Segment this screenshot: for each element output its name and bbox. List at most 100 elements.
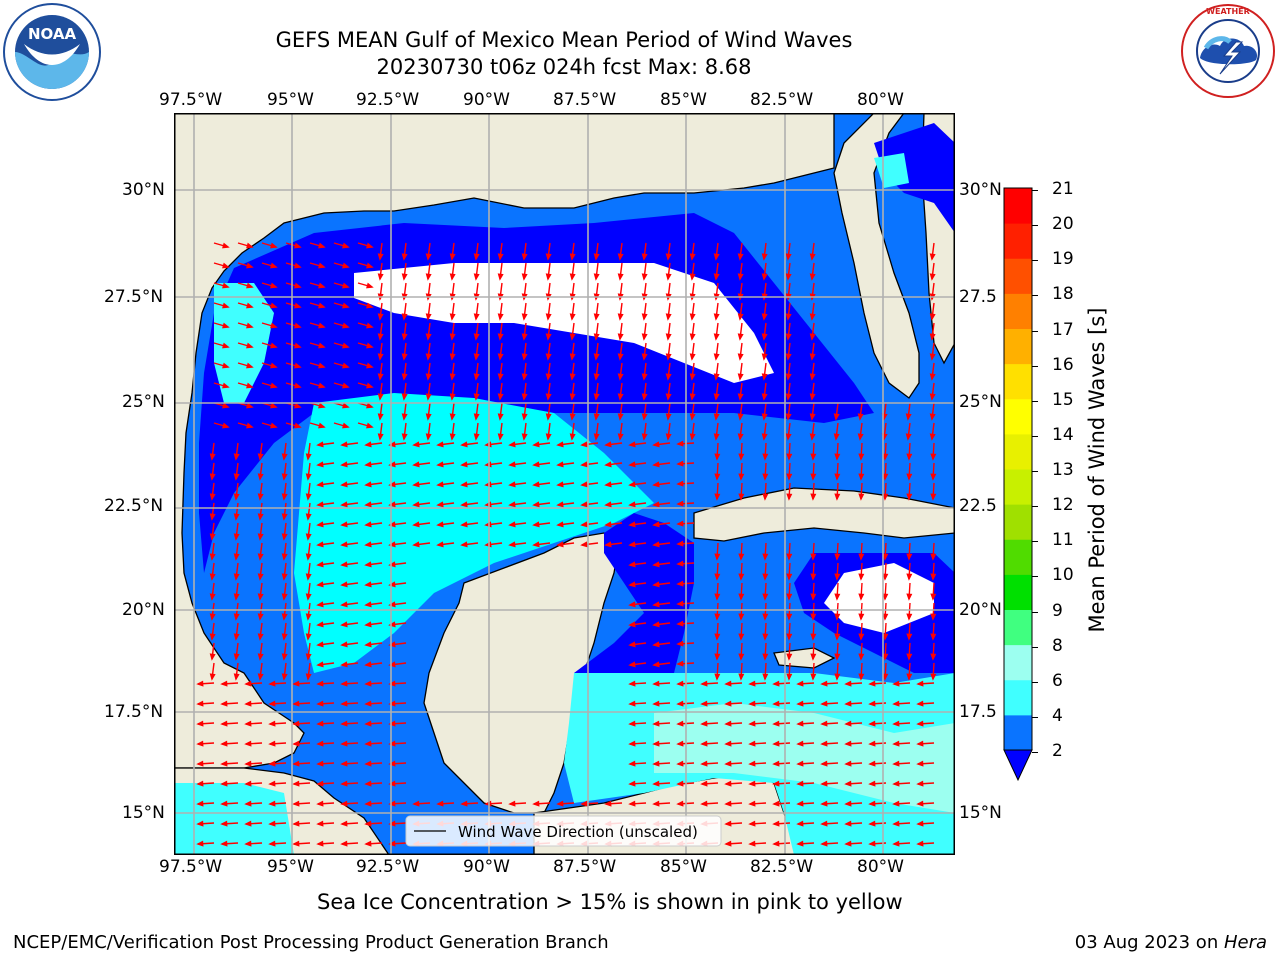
wind-wave-arrowhead [786, 473, 793, 481]
wind-wave-arrowhead [652, 461, 660, 468]
wind-wave-arrowhead [340, 720, 348, 727]
wind-wave-arrowhead [906, 453, 913, 461]
wind-wave-arrowhead [676, 640, 684, 647]
wind-wave-arrowhead [305, 573, 312, 581]
wind-wave-arrowhead [556, 800, 564, 807]
colorbar-tick-mark [1032, 752, 1038, 753]
wind-wave-arrowhead [905, 433, 912, 441]
wind-wave-arrowhead [665, 393, 672, 401]
lon-label-top: 82.5°W [750, 90, 814, 110]
wind-wave-arrowhead [292, 800, 300, 807]
wind-wave-arrowhead [340, 800, 348, 807]
wind-wave-arrowhead [868, 720, 876, 727]
wind-wave-arrowhead [858, 493, 865, 501]
wind-wave-arrowhead [604, 800, 612, 807]
wind-wave-arrowhead [244, 720, 252, 727]
wind-wave-arrowhead [593, 433, 600, 441]
wind-wave-arrowhead [244, 700, 252, 707]
wind-wave-arrowhead [844, 800, 852, 807]
wind-wave-arrowhead [196, 720, 204, 727]
wind-wave-arrowhead [929, 433, 936, 441]
wind-wave-arrowhead [222, 402, 230, 409]
wind-wave-arrowhead [906, 593, 913, 601]
wind-wave-arrowhead [714, 613, 721, 621]
wind-wave-arrowhead [342, 262, 350, 269]
land-florida [833, 113, 920, 399]
wind-wave-arrowhead [916, 760, 924, 767]
wind-wave-arrowhead [449, 433, 456, 441]
colorbar-tick-mark [1032, 681, 1038, 683]
wind-wave-arrowhead [569, 353, 576, 361]
wind-wave-arrowhead [786, 653, 793, 661]
colorbar-tick-label: 9 [1052, 600, 1063, 621]
wind-wave-arrowhead [724, 680, 732, 687]
wind-wave-arrowhead [809, 373, 816, 381]
wind-wave-arrowhead [689, 373, 696, 381]
wind-wave-arrowhead [689, 313, 696, 321]
wind-wave-arrowhead [342, 382, 350, 389]
wind-wave-arrowhead [628, 541, 636, 548]
wind-wave-arrowhead [724, 840, 732, 847]
wind-wave-arrowhead [628, 621, 636, 628]
wind-wave-arrowhead [340, 661, 348, 668]
wind-wave-arrowhead [628, 720, 636, 727]
lat-label-left: 22.5°N [104, 496, 164, 516]
wind-wave-arrowhead [521, 253, 528, 261]
wind-wave-arrowhead [772, 700, 780, 707]
wind-wave-arrowhead [882, 493, 889, 501]
wind-wave-arrowhead [364, 780, 372, 787]
wind-wave-arrowhead [425, 253, 432, 261]
svg-text:NOAA: NOAA [28, 25, 77, 43]
wind-wave-arrowhead [366, 422, 374, 429]
wind-wave-arrowhead [810, 453, 817, 461]
wind-wave-arrowhead [268, 760, 276, 767]
wind-wave-arrowhead [748, 840, 756, 847]
wind-wave-arrowhead [196, 700, 204, 707]
wind-wave-arrowhead [738, 593, 745, 601]
wind-wave-arrowhead [377, 273, 384, 281]
wind-wave-arrowhead [785, 373, 792, 381]
colorbar-segment [1004, 223, 1032, 259]
wind-wave-arrowhead [833, 433, 840, 441]
colorbar-segment [1004, 433, 1032, 470]
wind-wave-arrowhead [617, 253, 624, 261]
wind-wave-arrowhead [580, 481, 588, 488]
wind-wave-arrowhead [930, 633, 937, 641]
wind-wave-arrowhead [628, 780, 636, 787]
wind-wave-arrowhead [318, 322, 326, 329]
wind-wave-arrowhead [796, 680, 804, 687]
wind-wave-arrowhead [906, 653, 913, 661]
wind-wave-arrowhead [497, 373, 504, 381]
wind-wave-arrowhead [281, 673, 288, 681]
wind-wave-arrowhead [545, 433, 552, 441]
wind-wave-arrowhead [882, 473, 889, 481]
wind-wave-arrowhead [628, 521, 636, 528]
wind-wave-arrowhead [436, 481, 444, 488]
wind-wave-arrowhead [316, 501, 324, 508]
lon-label-bottom: 82.5°W [750, 857, 814, 877]
wind-wave-arrowhead [809, 433, 816, 441]
wind-wave-arrowhead [436, 501, 444, 508]
wind-wave-arrowhead [737, 413, 744, 421]
wind-wave-arrowhead [196, 840, 204, 847]
wind-wave-arrowhead [377, 333, 384, 341]
wind-wave-arrowhead [906, 553, 913, 561]
wind-wave-arrowhead [209, 613, 216, 621]
wind-wave-arrowhead [270, 302, 278, 309]
wind-wave-arrowhead [930, 553, 937, 561]
wind-wave-arrowhead [233, 493, 240, 501]
wind-wave-arrowhead [292, 820, 300, 827]
wind-wave-arrowhead [762, 613, 769, 621]
wind-wave-arrowhead [906, 633, 913, 641]
wind-wave-arrowhead [786, 593, 793, 601]
wind-wave-arrowhead [316, 661, 324, 668]
wind-wave-arrowhead [532, 461, 540, 468]
wind-wave-arrowhead [460, 461, 468, 468]
wind-wave-arrowhead [233, 553, 240, 561]
wind-wave-arrowhead [916, 720, 924, 727]
lon-label-top: 90°W [463, 90, 510, 110]
wind-wave-arrowhead [628, 760, 636, 767]
wind-wave-arrowhead [834, 573, 841, 581]
lon-label-top: 95°W [267, 90, 314, 110]
wind-wave-arrowhead [809, 393, 816, 401]
